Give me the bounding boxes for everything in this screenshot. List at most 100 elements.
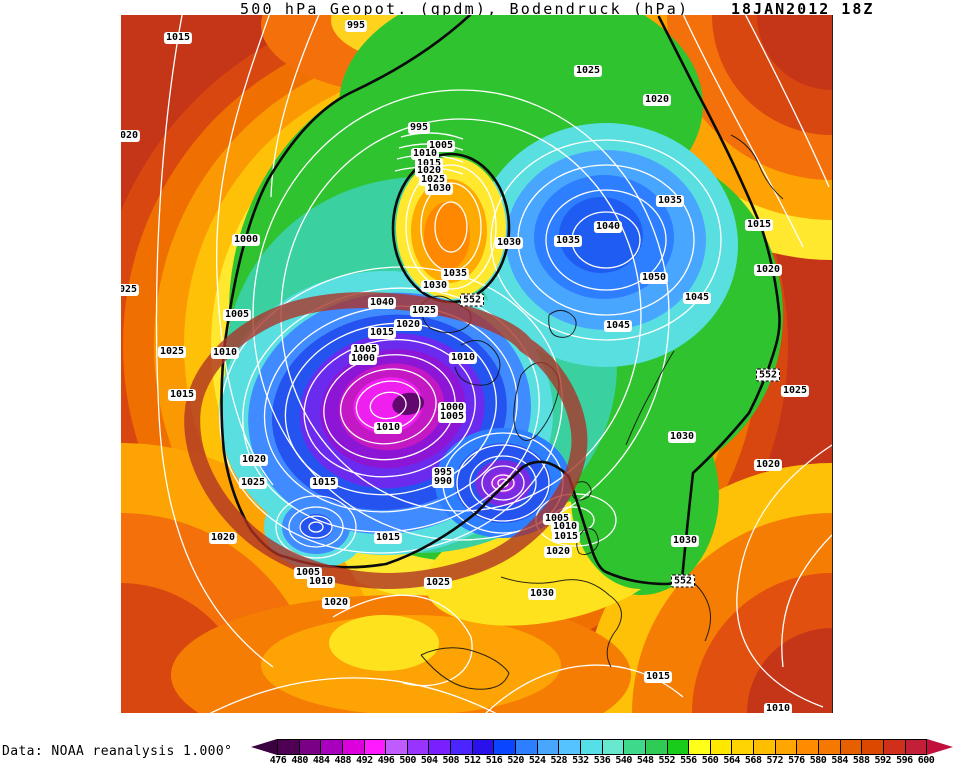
pressure-label: 1045	[682, 292, 712, 304]
scale-tick-label: 548	[636, 755, 654, 766]
pressure-label: 1015	[163, 32, 193, 44]
pressure-label: 1020	[239, 454, 269, 466]
scale-cell	[341, 740, 364, 754]
pressure-label: 1005	[437, 411, 467, 423]
scale-cell	[406, 740, 429, 754]
scale-tick-label: 492	[356, 755, 373, 766]
scale-tick-label: 508	[442, 755, 460, 766]
pressure-label: 1000	[348, 353, 378, 365]
pressure-label: 1020	[753, 264, 783, 276]
credits-data-source: Data: NOAA reanalysis 1.000°	[2, 744, 233, 759]
pressure-label: 990	[431, 476, 455, 488]
scale-tick-label: 524	[528, 755, 546, 766]
pressure-label: 1025	[423, 577, 453, 589]
pressure-label: 1030	[527, 588, 557, 600]
scale-cell	[904, 740, 927, 754]
scale-tick-label: 592	[874, 755, 892, 766]
scale-tick-label: 532	[572, 755, 589, 766]
scale-cell	[536, 740, 559, 754]
scale-tick-label: 504	[420, 755, 438, 766]
scale-tick-label: 520	[507, 755, 524, 766]
scale-cell	[385, 740, 407, 754]
pressure-label: 1000	[231, 234, 261, 246]
scale-tick-label: 496	[377, 755, 395, 766]
scale-tick-label: 564	[723, 755, 740, 766]
pressure-label: 995	[344, 20, 368, 32]
scale-cell	[493, 740, 516, 754]
pressure-label: 1010	[210, 347, 240, 359]
scale-tick-label: 588	[852, 755, 870, 766]
pressure-label: 1030	[420, 280, 450, 292]
scale-left-arrow	[251, 739, 277, 755]
geopotential-label: 552	[670, 574, 696, 588]
scale-cell	[666, 740, 689, 754]
scale-cell	[882, 740, 905, 754]
pressure-label: 020	[121, 130, 141, 142]
pressure-label: 1025	[573, 65, 603, 77]
scale-tick-label: 596	[896, 755, 913, 766]
weather-map: 1015995102510209950200251005101010151020…	[121, 15, 833, 713]
pressure-label: 1020	[642, 94, 672, 106]
pressure-label: 1010	[373, 422, 403, 434]
pressure-label: 1035	[440, 268, 470, 280]
scale-tick-label: 572	[766, 755, 784, 766]
hand-drawn-circle-annotation	[184, 292, 588, 589]
scale-tick-label: 512	[464, 755, 481, 766]
pressure-label: 1025	[780, 385, 810, 397]
scale-tick-label: 568	[744, 755, 762, 766]
scale-tick-label: 500	[399, 755, 416, 766]
scale-cell	[839, 740, 862, 754]
pressure-label: 1015	[744, 219, 774, 231]
scale-cell	[709, 740, 732, 754]
scale-tick-label: 576	[788, 755, 805, 766]
pressure-label: 1010	[763, 703, 793, 713]
pressure-label: 1045	[603, 320, 633, 332]
pressure-label: 1020	[753, 459, 783, 471]
pressure-label: 025	[121, 284, 140, 296]
scale-tick-labels: 476 480 484 488 492 496 500 504 508 512 516 520 524 5…	[251, 755, 953, 767]
scale-cell	[774, 740, 797, 754]
pressure-label: 1020	[543, 546, 573, 558]
scale-cell	[450, 740, 472, 754]
pressure-label: 1020	[321, 597, 351, 609]
pressure-label: 1005	[222, 309, 252, 321]
scale-cell	[861, 740, 883, 754]
pressure-label: 1035	[553, 235, 583, 247]
pressure-label: 1050	[639, 272, 669, 284]
pressure-label: 1025	[409, 305, 439, 317]
scale-cell	[428, 740, 451, 754]
pressure-label: 1010	[448, 352, 478, 364]
pressure-label: 1015	[373, 532, 403, 544]
scale-tick-label: 580	[809, 755, 827, 766]
scale-cell	[278, 740, 299, 754]
scale-tick-label: 536	[593, 755, 611, 766]
scale-tick-label: 484	[312, 755, 330, 766]
scale-cells	[277, 739, 927, 755]
scale-tick-label: 584	[831, 755, 848, 766]
pressure-label: 1030	[667, 431, 697, 443]
map-datetime: 18JAN2012 18Z	[731, 0, 875, 18]
scale-tick-label: 488	[334, 755, 352, 766]
pressure-label: 1010	[410, 148, 440, 160]
pressure-label: 1015	[167, 389, 197, 401]
pressure-label: 1015	[643, 671, 673, 683]
scale-tick-label: 476	[269, 755, 287, 766]
scale-right-arrow	[927, 739, 953, 755]
scale-cell	[688, 740, 710, 754]
pressure-label: 1035	[655, 195, 685, 207]
pressure-label: 1020	[208, 532, 238, 544]
scale-cell	[471, 740, 494, 754]
scale-cell	[623, 740, 645, 754]
pressure-label: 1040	[593, 221, 623, 233]
scale-tick-label: 600	[917, 755, 935, 766]
pressure-label: 1015	[551, 531, 581, 543]
pressure-label: 1025	[157, 346, 187, 358]
scale-cell	[515, 740, 537, 754]
pressure-label: 1015	[309, 477, 339, 489]
pressure-label: 1030	[670, 535, 700, 547]
scale-cell	[298, 740, 321, 754]
scale-tick-label: 480	[291, 755, 308, 766]
scale-cell	[579, 740, 602, 754]
pressure-label: 1025	[238, 477, 268, 489]
